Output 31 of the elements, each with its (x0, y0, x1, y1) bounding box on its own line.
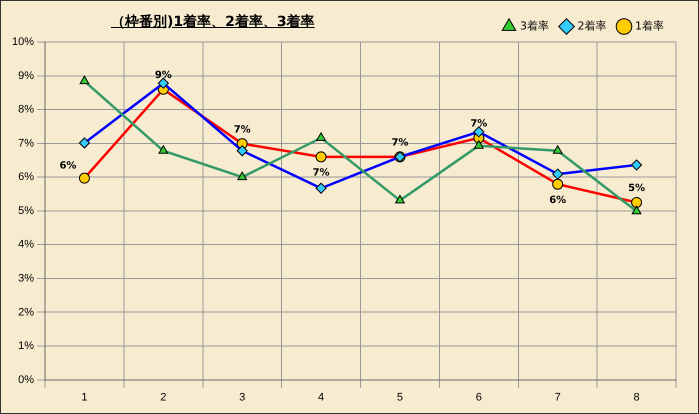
y-tick-label: 7% (18, 137, 34, 150)
legend-label: 3着率 (520, 19, 550, 32)
y-tick-label: 8% (18, 104, 34, 116)
chart-title: （枠番別)1着率、2着率、3着率 (111, 13, 315, 31)
legend-label: 1着率 (635, 19, 664, 32)
y-tick-label: 5% (18, 204, 34, 217)
data-label: 7% (312, 167, 330, 178)
data-label: 7% (391, 137, 408, 148)
x-tick-label: 4 (318, 391, 324, 404)
y-tick-label: 9% (18, 70, 34, 82)
y-tick-label: 6% (18, 171, 34, 184)
x-tick-label: 2 (160, 391, 166, 404)
data-label: 9% (154, 70, 172, 81)
y-tick-label: 0% (18, 374, 34, 386)
y-tick-label: 4% (18, 238, 34, 251)
y-tick-label: 1% (18, 340, 34, 352)
data-label: 7% (234, 124, 251, 136)
x-tick-label: 5 (396, 391, 404, 404)
data-label: 6% (549, 194, 566, 206)
x-tick-label: 8 (634, 391, 640, 404)
x-tick-label: 6 (476, 391, 482, 404)
y-tick-label: 10% (12, 36, 34, 48)
data-label: 7% (470, 118, 488, 130)
x-tick-label: 7 (554, 391, 561, 404)
x-tick-label: 1 (81, 391, 88, 404)
y-tick-label: 3% (18, 272, 34, 284)
y-tick-label: 2% (18, 306, 34, 318)
data-label: 6% (59, 160, 76, 172)
legend-label: 2着率 (578, 19, 607, 32)
x-tick-label: 3 (239, 391, 246, 404)
data-label: 5% (628, 183, 646, 194)
